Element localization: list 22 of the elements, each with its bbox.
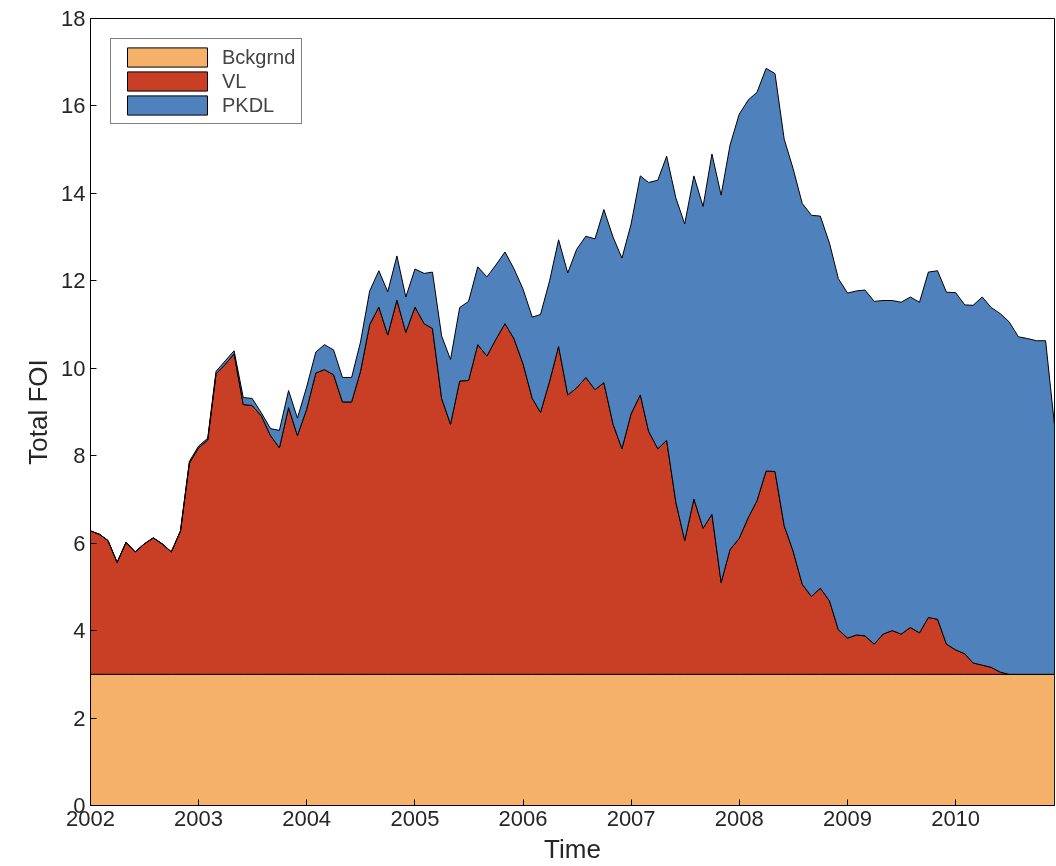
x-tick-label: 2010	[931, 805, 981, 831]
y-tick-label: 14	[61, 180, 86, 206]
legend-label: PKDL	[222, 93, 275, 117]
x-tick-label: 2005	[390, 805, 440, 831]
y-tick-label: 4	[73, 618, 86, 644]
y-tick-label: 8	[73, 443, 86, 469]
x-tick-label: 2007	[606, 805, 656, 831]
x-axis-title: Time	[544, 833, 601, 864]
x-tick-label: 2003	[174, 805, 224, 831]
y-tick-label: 2	[73, 705, 86, 731]
y-tick-label: 16	[61, 93, 86, 119]
x-tick-label: 2008	[714, 805, 764, 831]
y-tick-label: 12	[61, 268, 86, 294]
y-tick-label: 6	[73, 530, 86, 556]
x-tick-label: 2006	[498, 805, 548, 831]
legend-label: VL	[222, 69, 247, 93]
x-tick-label: 2004	[282, 805, 332, 831]
y-tick-label: 18	[61, 6, 86, 31]
legend-label: Bckgrnd	[222, 45, 296, 69]
x-tick-label: 2009	[823, 805, 873, 831]
y-axis-title: Total FOI	[23, 359, 54, 465]
y-tick-label: 10	[61, 355, 86, 381]
